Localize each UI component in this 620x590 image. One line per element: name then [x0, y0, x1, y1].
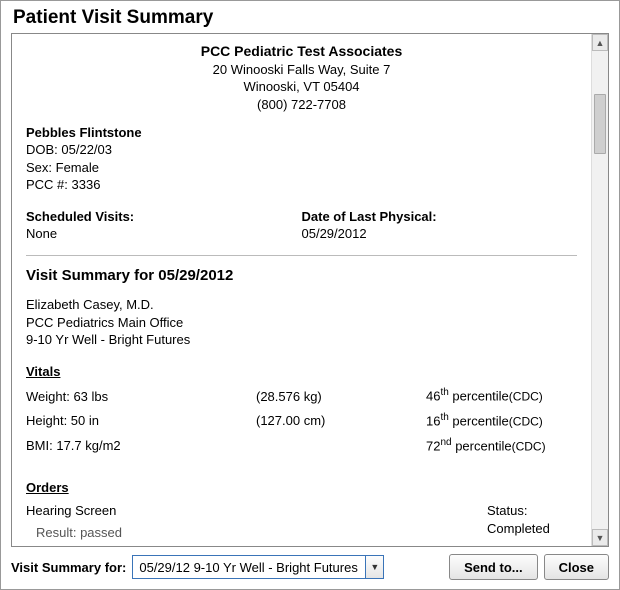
footer-bar: Visit Summary for: 05/29/12 9-10 Yr Well…	[11, 553, 609, 581]
last-physical-label: Date of Last Physical:	[302, 208, 578, 226]
vital-metric: (127.00 cm)	[256, 412, 426, 430]
vitals-heading: Vitals	[26, 363, 577, 381]
org-address-2: Winooski, VT 05404	[26, 78, 577, 96]
org-address-1: 20 Winooski Falls Way, Suite 7	[26, 61, 577, 79]
vitals-row: Height: 50 in (127.00 cm) 16th percentil…	[26, 411, 577, 430]
vertical-scrollbar[interactable]: ▲ ▼	[591, 34, 608, 546]
window-title: Patient Visit Summary	[1, 1, 619, 33]
visit-provider: Elizabeth Casey, M.D.	[26, 296, 577, 314]
order-name: Hearing Screen	[26, 502, 487, 520]
scheduled-visits-value: None	[26, 225, 302, 243]
vital-label: Height: 50 in	[26, 412, 256, 430]
chevron-down-icon[interactable]: ▼	[365, 556, 383, 578]
order-result: Result: passed	[26, 524, 487, 542]
patient-sex: Sex: Female	[26, 159, 577, 177]
org-name: PCC Pediatric Test Associates	[26, 42, 577, 61]
patient-visit-summary-window: Patient Visit Summary PCC Pediatric Test…	[0, 0, 620, 590]
patient-block: Pebbles Flintstone DOB: 05/22/03 Sex: Fe…	[26, 124, 577, 194]
vital-metric: (28.576 kg)	[256, 388, 426, 406]
scheduled-visits-label: Scheduled Visits:	[26, 208, 302, 226]
close-button[interactable]: Close	[544, 554, 609, 580]
divider	[26, 255, 577, 256]
order-status-value: Completed	[487, 520, 577, 538]
visit-dates-row: Scheduled Visits: None Date of Last Phys…	[26, 208, 577, 243]
vital-percentile: 16th percentile(CDC)	[426, 411, 577, 430]
content-frame: PCC Pediatric Test Associates 20 Winoosk…	[11, 33, 609, 547]
vitals-row: Weight: 63 lbs (28.576 kg) 46th percenti…	[26, 386, 577, 405]
vital-label: Weight: 63 lbs	[26, 388, 256, 406]
org-phone: (800) 722-7708	[26, 96, 577, 114]
patient-name: Pebbles Flintstone	[26, 124, 577, 142]
scroll-thumb[interactable]	[594, 94, 606, 154]
visit-summary-title: Visit Summary for 05/29/2012	[26, 266, 577, 286]
document-area: PCC Pediatric Test Associates 20 Winoosk…	[12, 34, 591, 546]
patient-pcc: PCC #: 3336	[26, 176, 577, 194]
vital-percentile: 72nd percentile(CDC)	[426, 436, 577, 455]
vital-percentile: 46th percentile(CDC)	[426, 386, 577, 405]
vital-label: BMI: 17.7 kg/m2	[26, 437, 256, 455]
visit-selector-value: 05/29/12 9-10 Yr Well - Bright Futures	[133, 560, 365, 575]
order-row: Hearing Screen Result: passed Status: Co…	[26, 502, 577, 541]
scroll-up-button[interactable]: ▲	[592, 34, 608, 51]
visit-type: 9-10 Yr Well - Bright Futures	[26, 331, 577, 349]
patient-dob: DOB: 05/22/03	[26, 141, 577, 159]
order-status-label: Status:	[487, 502, 577, 520]
orders-heading: Orders	[26, 479, 577, 497]
send-to-button[interactable]: Send to...	[449, 554, 538, 580]
scroll-down-button[interactable]: ▼	[592, 529, 608, 546]
last-physical-value: 05/29/2012	[302, 225, 578, 243]
visit-selector-label: Visit Summary for:	[11, 560, 126, 575]
visit-selector[interactable]: 05/29/12 9-10 Yr Well - Bright Futures ▼	[132, 555, 384, 579]
vitals-row: BMI: 17.7 kg/m2 72nd percentile(CDC)	[26, 436, 577, 455]
visit-location: PCC Pediatrics Main Office	[26, 314, 577, 332]
